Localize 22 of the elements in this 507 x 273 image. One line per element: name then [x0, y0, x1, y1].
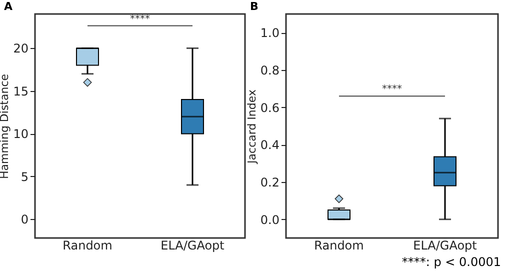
y-tick-label: 1.0 [260, 26, 280, 40]
x-tick-label: ELA/GAopt [160, 238, 225, 252]
chart-title: A [4, 0, 13, 13]
y-tick-label: 0.2 [260, 176, 280, 190]
y-tick-label: 0.8 [260, 64, 280, 78]
x-tick-label: ELA/GAopt [413, 238, 478, 252]
y-tick-label: 0.4 [260, 138, 280, 152]
annotation: **** [130, 14, 150, 25]
y-tick-label: 10 [13, 127, 28, 142]
y-tick-label: 5 [20, 170, 28, 184]
y-tick-label: 20 [13, 42, 28, 56]
y-tick-label: 0.6 [260, 100, 280, 115]
x-tick-label: Random [62, 238, 112, 252]
y-tick-label: 15 [13, 84, 28, 98]
y-tick-label: 0 [20, 212, 28, 227]
y-axis-title: Hamming Distance [0, 74, 12, 180]
x-tick-label: Random [314, 238, 364, 252]
y-axis-title: Jaccard Index [245, 89, 258, 164]
chart-title: B [250, 0, 258, 13]
text: ****: p < 0.0001 [400, 255, 501, 269]
annotation: **** [382, 84, 402, 96]
y-tick-label: 0.0 [260, 212, 280, 227]
